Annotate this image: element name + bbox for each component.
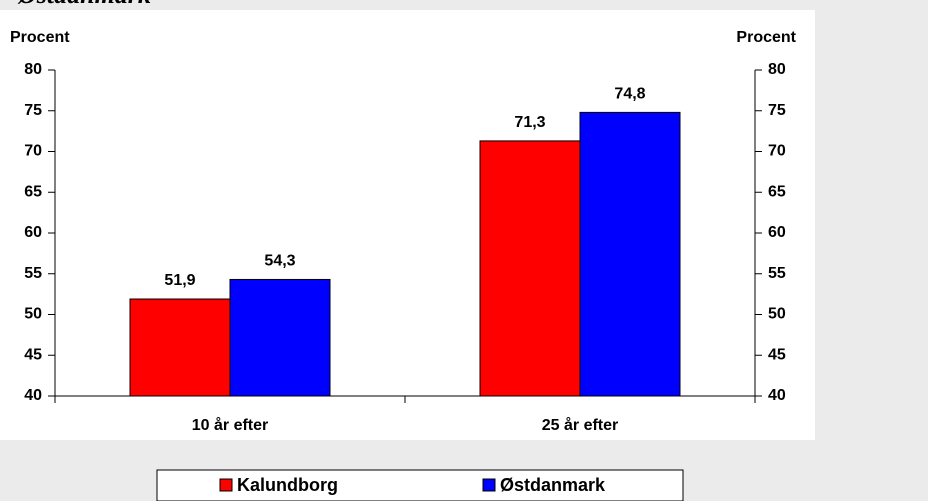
value-label: 54,3	[264, 253, 295, 270]
value-label: 51,9	[164, 272, 195, 289]
legend-swatch	[219, 478, 233, 492]
value-label: 74,8	[614, 86, 645, 103]
y2-tick-label: 75	[768, 102, 786, 119]
value-label: 71,3	[514, 114, 545, 131]
y2-tick-label: 70	[768, 143, 786, 160]
y2-tick-label: 60	[768, 224, 786, 241]
y-axis-label: Procent	[10, 29, 70, 46]
bar	[229, 278, 331, 397]
legend-swatch	[482, 478, 496, 492]
y2-tick-label: 65	[768, 183, 786, 200]
y-tick-label: 50	[24, 306, 42, 323]
plot-panel	[0, 10, 815, 440]
x-tick-label: 25 år efter	[542, 416, 619, 434]
y2-tick-label: 80	[768, 61, 786, 78]
y-tick-label: 65	[24, 183, 42, 200]
y-tick-label: 75	[24, 102, 42, 119]
y-tick-label: 55	[24, 265, 42, 282]
y2-tick-label: 50	[768, 306, 786, 323]
legend-label: Kalundborg	[237, 475, 338, 495]
y2-tick-label: 45	[768, 346, 786, 363]
y-tick-label: 60	[24, 224, 42, 241]
chart-title: Østdanmark	[17, 0, 151, 9]
y-tick-label: 80	[24, 61, 42, 78]
y-tick-label: 70	[24, 143, 42, 160]
y-tick-label: 40	[24, 387, 42, 404]
y2-axis-label: Procent	[736, 29, 796, 46]
bar	[129, 298, 231, 397]
legend	[156, 469, 684, 501]
x-tick-label: 10 år efter	[192, 416, 269, 434]
bar	[479, 140, 581, 397]
y-tick-label: 45	[24, 346, 42, 363]
legend-label: Østdanmark	[500, 475, 606, 495]
bar	[579, 111, 681, 397]
y2-tick-label: 55	[768, 265, 786, 282]
y2-tick-label: 40	[768, 387, 786, 404]
